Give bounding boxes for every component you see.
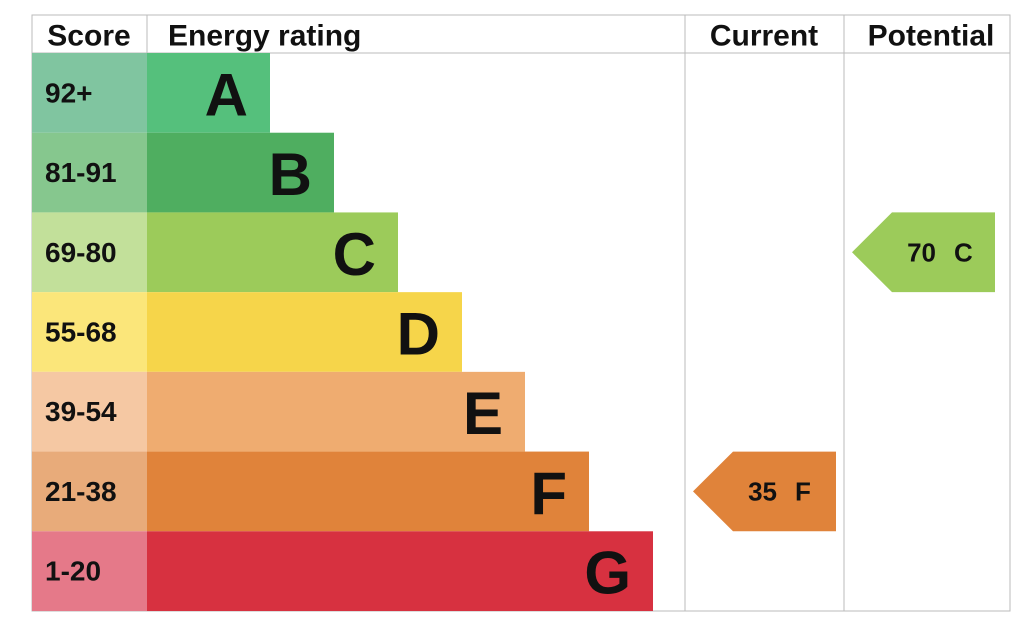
rating-bar [147, 531, 653, 611]
header-current: Current [710, 20, 818, 53]
score-label: 81-91 [45, 157, 117, 188]
rating-bar [147, 371, 525, 452]
header-rating: Energy rating [168, 20, 361, 53]
potential-letter: C [954, 237, 973, 267]
rating-letter: F [530, 460, 567, 527]
score-cell [32, 53, 147, 133]
score-cell [32, 531, 147, 611]
header-potential: Potential [868, 20, 995, 53]
rating-letter: C [333, 221, 376, 288]
score-cell [32, 292, 147, 372]
rating-letter: D [397, 301, 440, 368]
header-score: Score [47, 20, 130, 53]
score-cell [32, 132, 147, 213]
rating-bar [147, 53, 270, 133]
rating-letter: G [584, 540, 631, 607]
score-label: 92+ [45, 77, 93, 108]
score-label: 21-38 [45, 476, 117, 507]
rating-bar [147, 451, 589, 532]
score-cell [32, 451, 147, 532]
current-letter: F [795, 476, 811, 506]
score-cell [32, 371, 147, 452]
rating-bar [147, 212, 398, 293]
rating-bar [147, 132, 334, 213]
score-cell [32, 212, 147, 293]
score-label: 1-20 [45, 556, 101, 587]
score-label: 39-54 [45, 396, 117, 427]
current-value: 35 [748, 476, 777, 506]
potential-arrow [852, 212, 995, 293]
potential-value: 70 [907, 237, 936, 267]
rating-letter: A [205, 61, 248, 128]
rating-bar [147, 292, 462, 372]
score-label: 69-80 [45, 237, 117, 268]
current-arrow [693, 451, 836, 532]
rating-letter: B [269, 141, 312, 208]
rating-letter: E [463, 380, 503, 447]
score-label: 55-68 [45, 317, 117, 348]
